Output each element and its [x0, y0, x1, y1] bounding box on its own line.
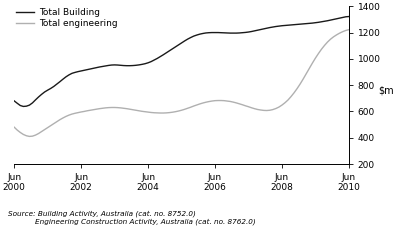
Line: Total engineering: Total engineering [14, 30, 349, 136]
Total Building [337, 17, 342, 20]
Total Building [170, 47, 175, 50]
Total engineering [100, 107, 105, 110]
Total Building [347, 15, 351, 18]
Total Building [100, 65, 105, 68]
Total engineering [140, 110, 145, 113]
Total engineering [347, 28, 351, 31]
Total engineering [170, 111, 175, 114]
Total engineering [91, 108, 96, 111]
Total engineering [337, 32, 342, 35]
Text: Source: Building Activity, Australia (cat. no. 8752.0)
            Engineering C: Source: Building Activity, Australia (ca… [8, 210, 256, 225]
Total Building [210, 31, 214, 34]
Total Building [12, 100, 17, 102]
Total Building [140, 63, 145, 66]
Total Building [21, 105, 26, 108]
Total Building [91, 67, 96, 70]
Total engineering [210, 100, 214, 102]
Legend: Total Building, Total engineering: Total Building, Total engineering [16, 8, 117, 28]
Y-axis label: $m: $m [379, 85, 394, 95]
Total engineering [27, 135, 32, 138]
Line: Total Building: Total Building [14, 17, 349, 106]
Total engineering [12, 126, 17, 128]
